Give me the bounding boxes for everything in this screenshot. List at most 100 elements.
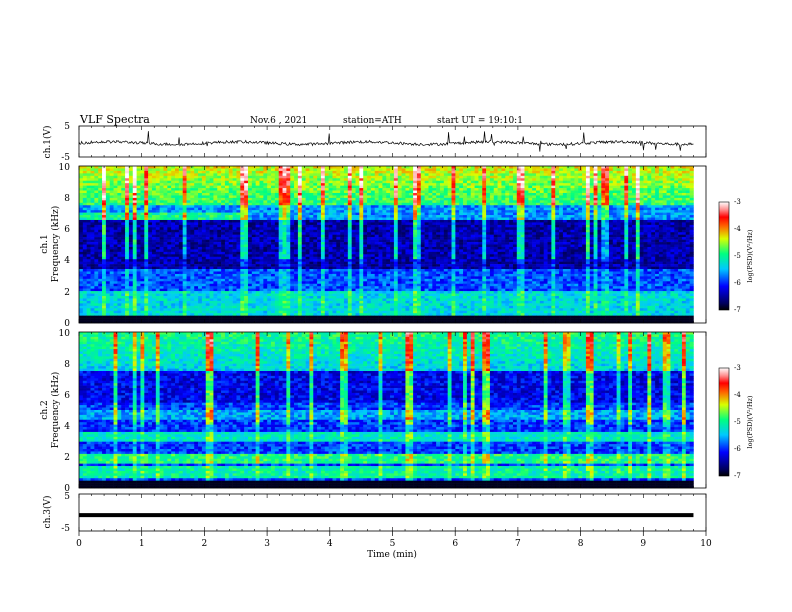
spectrogram-cell — [125, 242, 129, 245]
spectrogram-cell — [183, 168, 187, 171]
spectrogram-cell — [509, 181, 513, 184]
spectrogram-cell — [148, 183, 152, 186]
spectrogram-cell — [620, 235, 624, 238]
spectrogram-cell — [217, 183, 221, 186]
spectrogram-cell — [179, 227, 183, 230]
spectrogram-cell — [202, 218, 206, 221]
spectrogram-cell — [482, 181, 486, 184]
spectrogram-cell — [344, 200, 348, 203]
spectrogram-cell — [563, 191, 567, 194]
spectrogram-cell — [140, 203, 144, 206]
spectrogram-cell — [528, 210, 532, 213]
spectrogram-cell — [221, 171, 225, 174]
spectrogram-cell — [91, 186, 95, 189]
spectrogram-cell — [133, 198, 137, 201]
spectrogram-cell — [463, 210, 467, 213]
spectrogram-cell — [114, 203, 118, 206]
spectrogram-cell — [405, 173, 409, 176]
spectrogram-cell — [413, 186, 417, 189]
spectrogram-cell — [521, 240, 525, 243]
spectrogram-cell — [452, 237, 456, 240]
spectrogram-cell — [509, 178, 513, 181]
spectrogram-cell — [455, 178, 459, 181]
spectrogram-cell — [490, 237, 494, 240]
spectrogram-cell — [87, 227, 91, 230]
spectrogram-cell — [321, 210, 325, 213]
spectrogram-cell — [156, 235, 160, 238]
spectrogram-cell — [140, 210, 144, 213]
spectrogram-cell — [624, 193, 628, 196]
spectrogram-cell — [674, 183, 678, 186]
spectrogram-cell — [440, 181, 444, 184]
spectrogram-cell — [640, 178, 644, 181]
spectrogram-cell — [563, 200, 567, 203]
spectrogram-cell — [110, 173, 114, 176]
spectrogram-cell — [179, 205, 183, 208]
spectrogram-cell — [405, 195, 409, 198]
spectrogram-cell — [594, 230, 598, 233]
spectrogram-cell — [586, 210, 590, 213]
spectrogram-cell — [271, 176, 275, 179]
spectrogram-cell — [455, 225, 459, 228]
spectrogram-cell — [463, 213, 467, 216]
spectrogram-cell — [551, 222, 555, 225]
spectrogram-cell — [313, 181, 317, 184]
spectrogram-cell — [436, 173, 440, 176]
spectrogram-cell — [213, 173, 217, 176]
spectrogram-cell — [87, 208, 91, 211]
spectrogram-cell — [129, 230, 133, 233]
spectrogram-cell — [471, 205, 475, 208]
spectrogram-cell — [359, 225, 363, 228]
spectrogram-cell — [252, 222, 256, 225]
spectrogram-cell — [133, 215, 137, 218]
spectrogram-cell — [524, 183, 528, 186]
spectrogram-cell — [632, 227, 636, 230]
spectrogram-cell — [329, 178, 333, 181]
spectrogram-cell — [363, 191, 367, 194]
spectrogram-cell — [240, 178, 244, 181]
spectrogram-cell — [686, 166, 690, 169]
spectrogram-cell — [636, 220, 640, 223]
spectrogram-cell — [455, 240, 459, 243]
spectrogram-cell — [540, 215, 544, 218]
spectrogram-cell — [640, 191, 644, 194]
spectrogram-cell — [582, 210, 586, 213]
spectrogram-cell — [210, 188, 214, 191]
spectrogram-cell — [620, 186, 624, 189]
spectrogram-cell — [505, 176, 509, 179]
spectrogram-cell — [290, 232, 294, 235]
spectrogram-cell — [624, 237, 628, 240]
spectrogram-cell — [233, 230, 237, 233]
spectrogram-cell — [486, 213, 490, 216]
spectrogram-cell — [267, 200, 271, 203]
spectrogram-cell — [609, 240, 613, 243]
spectrogram-cell — [248, 218, 252, 221]
spectrogram-cell — [667, 213, 671, 216]
spectrogram-cell — [317, 225, 321, 228]
spectrogram-cell — [574, 232, 578, 235]
spectrogram-cell — [375, 171, 379, 174]
spectrogram-cell — [306, 188, 310, 191]
spectrogram-cell — [156, 230, 160, 233]
spectrogram-cell — [421, 215, 425, 218]
spectrogram-cell — [94, 193, 98, 196]
spectrogram-cell — [267, 203, 271, 206]
spectrogram-cell — [498, 191, 502, 194]
spectrogram-cell — [379, 237, 383, 240]
spectrogram-cell — [605, 198, 609, 201]
spectrogram-cell — [302, 171, 306, 174]
spectrogram-cell — [402, 235, 406, 238]
spectrogram-cell — [678, 186, 682, 189]
spectrogram-cell — [244, 232, 248, 235]
spectrogram-cell — [670, 222, 674, 225]
spectrogram-cell — [294, 183, 298, 186]
spectrogram-cell — [501, 227, 505, 230]
spectrogram-cell — [667, 173, 671, 176]
spectrogram-cell — [163, 215, 167, 218]
spectrogram-cell — [379, 210, 383, 213]
spectrogram-cell — [98, 173, 102, 176]
spectrogram-cell — [91, 222, 95, 225]
spectrogram-cell — [275, 208, 279, 211]
spectrogram-cell — [356, 218, 360, 221]
spectrogram-cell — [94, 227, 98, 230]
